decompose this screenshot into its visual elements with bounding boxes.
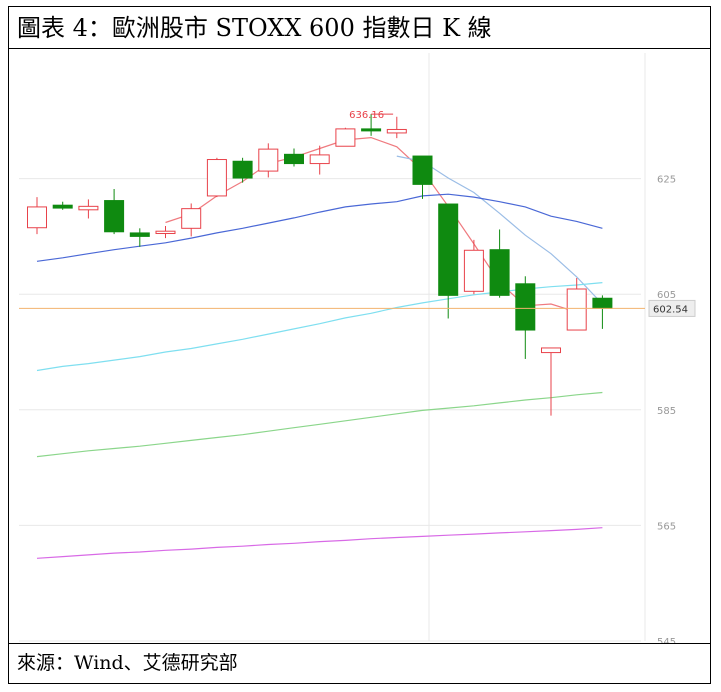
candle-up	[463, 239, 484, 295]
candle-up	[309, 145, 330, 175]
candle-body	[592, 297, 613, 309]
candle-up	[258, 143, 279, 178]
source-note: 來源：Wind、艾德研究部	[17, 652, 238, 674]
y-tick-label: 625	[657, 175, 676, 186]
candle-body	[232, 160, 253, 179]
candle-body	[489, 249, 510, 296]
ma-line-ma250	[36, 527, 603, 559]
candle-up	[541, 347, 561, 416]
ma-line-ma5	[165, 136, 577, 313]
y-tick-label: 545	[657, 637, 676, 643]
candle-down	[515, 276, 536, 359]
candle-up	[181, 203, 202, 237]
last-price-label: 602.54	[653, 304, 688, 315]
candle-body	[386, 128, 407, 134]
title-bar: 圖表 4：歐洲股市 STOXX 600 指數日 K 線	[9, 7, 710, 49]
candle-down	[412, 155, 433, 199]
candle-body	[258, 148, 279, 172]
candle-body	[52, 204, 73, 209]
chart-title: 圖表 4：歐洲股市 STOXX 600 指數日 K 線	[17, 14, 492, 42]
candle-body	[104, 200, 125, 233]
candle-body	[309, 154, 330, 165]
candle-down	[232, 157, 253, 183]
candle-up	[78, 199, 99, 219]
candle-body	[361, 128, 382, 132]
candle-body	[27, 206, 47, 229]
candle-down	[361, 114, 382, 136]
candle-body	[129, 232, 150, 237]
ma-line-ma20	[36, 193, 603, 262]
candle-down	[489, 229, 510, 298]
candle-body	[181, 208, 202, 229]
candle-body	[438, 203, 459, 296]
candle-down	[129, 228, 150, 247]
candle-down	[284, 148, 304, 167]
candle-up	[155, 225, 176, 239]
candle-down	[592, 295, 613, 329]
candle-up	[27, 197, 47, 235]
candle-body	[284, 153, 304, 165]
last-price-label-box	[648, 299, 696, 317]
candle-body	[566, 288, 587, 331]
ma-line-ma120	[36, 391, 603, 458]
candle-up	[386, 116, 407, 139]
grid: 625 605 585 565 545	[19, 53, 676, 643]
candle-up	[335, 127, 356, 147]
y-tick-label: 565	[657, 521, 676, 532]
high-annotation-label: 636.16	[349, 110, 384, 121]
candle-body	[541, 347, 561, 354]
candle-body	[206, 159, 227, 197]
candle-body	[155, 230, 176, 235]
candle-body	[515, 283, 536, 331]
candle-down	[52, 201, 73, 210]
figure-frame: 圖表 4：歐洲股市 STOXX 600 指數日 K 線 625 605 585 565…	[8, 6, 711, 684]
candle-down	[438, 203, 459, 319]
y-tick-label: 605	[657, 290, 676, 301]
candlestick-chart: 625 605 585 565 545 602.54 636.16	[19, 53, 696, 643]
candle-body	[412, 155, 433, 185]
source-bar: 來源：Wind、艾德研究部	[9, 643, 710, 683]
chart-overlays: 602.54 636.16	[19, 110, 696, 317]
y-tick-label: 585	[657, 406, 676, 417]
candle-body	[78, 205, 99, 211]
candle-up	[206, 157, 227, 198]
candle-down	[104, 189, 125, 235]
candle-body	[463, 249, 484, 292]
candles	[27, 114, 613, 416]
candle-up	[566, 278, 587, 331]
candle-body	[335, 128, 356, 147]
